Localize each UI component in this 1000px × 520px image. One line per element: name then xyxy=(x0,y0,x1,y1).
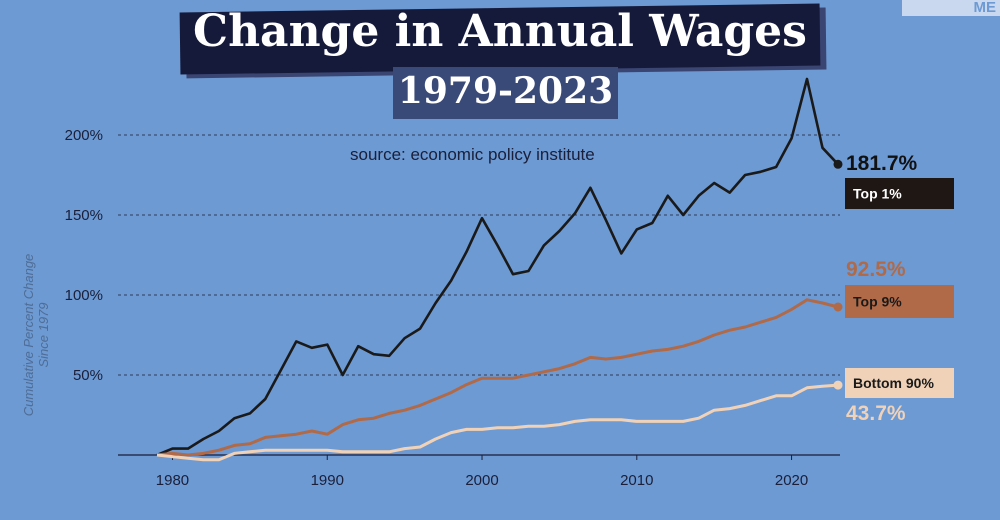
x-tick-label-2000: 2000 xyxy=(465,472,498,489)
series-end-dot-bottom-90 xyxy=(833,380,843,390)
legend-tag-top-1-box xyxy=(845,178,954,209)
y-axis-label: Cumulative Percent Change Since 1979 xyxy=(21,235,51,435)
chart-subtitle: 1979-2023 xyxy=(397,70,614,112)
y-axis-label-line2: Since 1979 xyxy=(36,302,51,368)
legend-tag-bottom-90-label: Bottom 90% xyxy=(853,375,934,391)
y-axis-label-line1: Cumulative Percent Change xyxy=(21,253,36,417)
x-tick-label-2020: 2020 xyxy=(775,472,808,489)
legend-tag-top-9-label: Top 9% xyxy=(853,294,902,310)
series-line-bottom-90 xyxy=(156,383,839,462)
x-tick-label-1990: 1990 xyxy=(311,472,344,489)
series-line-top-1 xyxy=(156,77,839,457)
y-tick-label-50: 50% xyxy=(73,367,103,384)
y-tick-label-200: 200% xyxy=(65,127,103,144)
end-value-top-1: 181.7% xyxy=(846,152,918,175)
series-line-top-9 xyxy=(156,298,839,457)
legend-tag-top-1-label: Top 1% xyxy=(853,186,902,202)
y-tick-label-100: 100% xyxy=(65,287,103,304)
legend-tag-top-9-box xyxy=(845,285,954,318)
source-note: source: economic policy institute xyxy=(350,145,595,164)
y-tick-label-150: 150% xyxy=(65,207,103,224)
end-value-bottom-90: 43.7% xyxy=(846,402,906,425)
x-tick-label-2010: 2010 xyxy=(620,472,653,489)
series-end-dot-top-9 xyxy=(833,302,843,312)
x-tick-label-1980: 1980 xyxy=(156,472,189,489)
corner-logo-badge: ME xyxy=(902,0,1000,16)
chart-title: Change in Annual Wages xyxy=(193,6,807,57)
legend-tag-bottom-90-box xyxy=(845,368,954,398)
end-value-top-9: 92.5% xyxy=(846,258,906,281)
series-end-dot-top-1 xyxy=(833,159,843,169)
subtitle-backdrop xyxy=(393,67,618,119)
